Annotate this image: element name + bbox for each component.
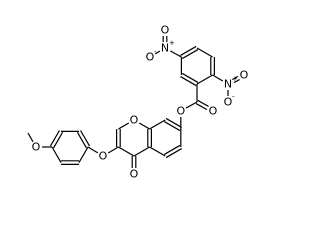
bond	[53, 131, 64, 149]
bond	[49, 130, 60, 147]
bond	[180, 76, 197, 87]
atom-label: O	[99, 150, 108, 163]
bond	[196, 74, 213, 85]
atom-label: O	[240, 69, 249, 82]
atom-label: O	[176, 105, 185, 118]
atom-charge: -	[232, 93, 235, 101]
bond	[149, 119, 166, 130]
bond	[149, 146, 166, 157]
bond	[27, 132, 34, 143]
bond	[195, 103, 208, 111]
bond	[154, 50, 161, 55]
bond	[80, 130, 91, 147]
atom-label: O	[209, 105, 218, 118]
atom-label: O	[130, 114, 139, 127]
bond	[197, 99, 209, 108]
bond	[232, 75, 239, 81]
bond	[165, 117, 182, 128]
atom-label: O	[130, 168, 139, 181]
atom-charge: -	[154, 48, 157, 56]
bond	[165, 148, 182, 159]
bond	[233, 78, 240, 84]
bond	[51, 146, 62, 163]
bond	[133, 146, 150, 157]
atom-label: O	[161, 24, 170, 37]
atom-label: N	[224, 78, 232, 91]
bond	[78, 146, 89, 163]
bond	[181, 72, 199, 83]
bond	[196, 47, 213, 58]
bond	[76, 131, 87, 149]
bond	[164, 121, 181, 132]
bond	[181, 49, 199, 60]
bond	[107, 146, 119, 154]
atom-charge: +	[232, 75, 238, 83]
bond	[118, 122, 130, 130]
bond	[169, 50, 182, 58]
bond	[138, 122, 150, 130]
bond	[212, 74, 224, 82]
bond	[87, 146, 99, 154]
atom-label: O	[146, 51, 155, 64]
atom-label: O	[224, 96, 233, 109]
bond	[164, 144, 181, 155]
atom-charge: +	[169, 39, 175, 47]
atom-label: O	[32, 141, 41, 154]
bond	[185, 101, 198, 109]
bond	[180, 45, 197, 56]
atom-label: N	[161, 42, 169, 55]
bond	[118, 146, 135, 157]
